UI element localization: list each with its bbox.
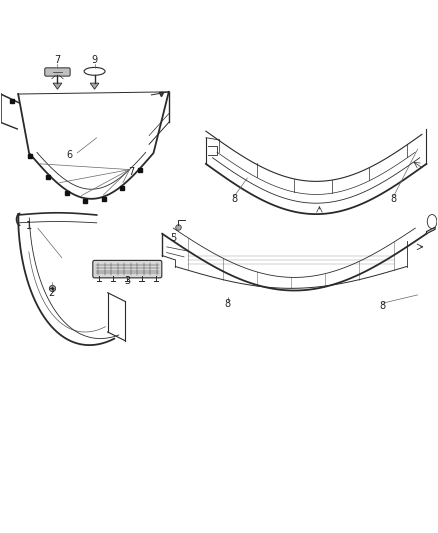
Text: 7: 7 [128,167,135,177]
Polygon shape [90,83,99,89]
Text: 9: 9 [92,55,98,66]
Text: 1: 1 [26,221,32,231]
Text: 6: 6 [67,150,73,160]
Text: 8: 8 [225,298,231,309]
Text: 8: 8 [391,194,397,204]
Text: 8: 8 [231,194,237,204]
FancyBboxPatch shape [93,261,162,278]
Text: 8: 8 [380,301,386,311]
Polygon shape [53,83,62,89]
Text: 3: 3 [124,276,131,286]
FancyBboxPatch shape [45,68,70,76]
Text: 5: 5 [170,233,176,243]
Text: 2: 2 [49,288,55,298]
Polygon shape [426,227,435,234]
Text: 7: 7 [54,55,60,66]
